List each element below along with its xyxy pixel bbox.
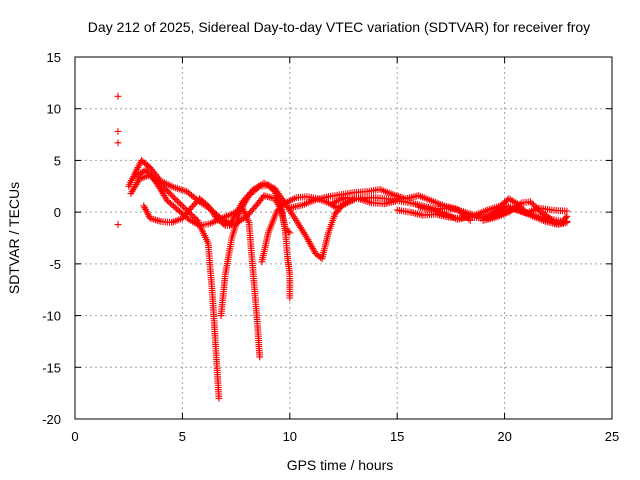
data-point xyxy=(286,294,294,302)
data-point xyxy=(191,199,199,207)
data-point xyxy=(220,220,228,228)
data-point xyxy=(175,199,183,207)
data-point xyxy=(531,202,539,210)
data-point xyxy=(530,201,537,209)
data-point xyxy=(171,194,178,202)
data-point xyxy=(168,191,176,199)
y-axis-label: SDTVAR / TECUs xyxy=(6,182,22,294)
data-point xyxy=(177,200,184,208)
y-tick-label: 0 xyxy=(54,205,61,220)
data-point xyxy=(193,198,201,206)
outlier-point xyxy=(114,139,122,147)
data-point xyxy=(162,185,170,193)
y-tick-label: 10 xyxy=(47,102,61,117)
data-point xyxy=(165,188,173,196)
data-point xyxy=(166,190,174,198)
outlier-point xyxy=(114,128,122,135)
data-point xyxy=(178,202,186,210)
data-point xyxy=(161,184,168,192)
data-point xyxy=(534,205,542,213)
data-point xyxy=(187,211,195,218)
data-point xyxy=(187,204,195,212)
data-point xyxy=(169,193,177,201)
y-tick-label: 5 xyxy=(54,153,61,168)
x-tick-label: 10 xyxy=(283,429,297,444)
data-point xyxy=(190,201,198,209)
x-tick-label: 25 xyxy=(605,429,619,444)
data-point xyxy=(256,353,264,361)
plot-frame xyxy=(74,56,613,420)
data-point xyxy=(180,203,188,211)
data-point xyxy=(533,204,540,212)
x-tick-label: 5 xyxy=(179,429,186,444)
outlier-point xyxy=(114,221,122,228)
x-axis-label: GPS time / hours xyxy=(287,457,394,473)
data-point xyxy=(562,214,570,221)
outlier-point xyxy=(114,92,122,100)
data-point xyxy=(563,212,571,220)
data-point xyxy=(259,193,267,201)
x-tick-label: 20 xyxy=(497,429,511,444)
data-point xyxy=(172,196,180,204)
data-point xyxy=(215,394,223,402)
data-point xyxy=(526,198,534,206)
data-point xyxy=(174,197,181,205)
x-tick-label: 15 xyxy=(390,429,404,444)
data-point xyxy=(528,199,536,207)
data-point xyxy=(151,178,159,185)
y-tick-label: -20 xyxy=(42,412,61,427)
grid-lines xyxy=(75,57,612,419)
y-tick-label: -10 xyxy=(42,309,61,324)
y-tick-label: -5 xyxy=(49,257,61,272)
data-point xyxy=(284,228,292,235)
axis-ticks: 0 5 10 15 20 25 -20 -15 -10 -5 0 5 10 15 xyxy=(42,50,619,444)
y-tick-label: 15 xyxy=(47,50,61,65)
y-tick-label: -15 xyxy=(42,360,61,375)
data-points xyxy=(114,92,571,402)
x-tick-label: 0 xyxy=(71,429,78,444)
data-point xyxy=(189,203,196,210)
data-point xyxy=(163,187,171,195)
chart-title: Day 212 of 2025, Sidereal Day-to-day VTE… xyxy=(88,19,590,35)
data-point xyxy=(516,200,524,208)
